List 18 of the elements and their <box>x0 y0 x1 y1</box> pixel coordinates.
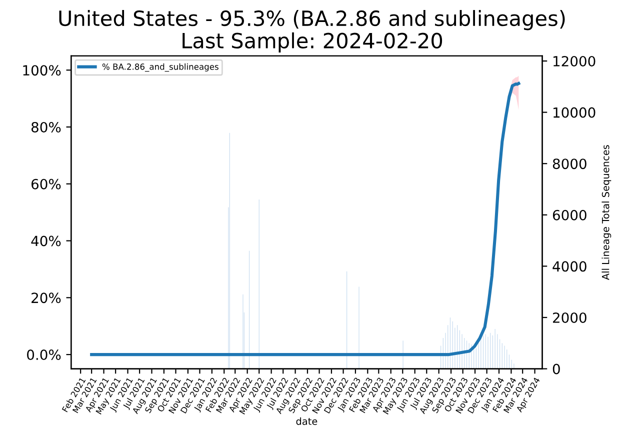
x-axis-title: date <box>296 417 318 425</box>
y-tick-label: 0.0% <box>27 350 61 360</box>
y-tick-label: 100% <box>23 65 61 76</box>
chart-subtitle: Last Sample: 2024-02-20 <box>182 32 442 53</box>
y-tick-label: 80% <box>31 122 61 132</box>
y2-tick-label: 0 <box>552 364 560 374</box>
y2-tick-label: 4000 <box>552 261 586 272</box>
y2-axis-title: All Lineage Total Sequences <box>602 145 612 280</box>
legend-label: % BA.2.86_and_sublineages <box>102 63 218 72</box>
y-tick-label: 60% <box>32 178 61 190</box>
y2-tick-label: 10000 <box>554 107 596 118</box>
y2-tick-label: 8000 <box>552 158 586 170</box>
chart-title: United States - 95.3% (BA.2.86 and sublineages) <box>59 10 565 30</box>
y-tick-label: 20% <box>32 292 61 304</box>
y-tick-label: 40% <box>31 236 61 246</box>
y2-tick-label: 6000 <box>552 210 586 220</box>
y2-tick-label: 2000 <box>552 312 586 323</box>
y2-tick-label: 12000 <box>554 56 596 66</box>
